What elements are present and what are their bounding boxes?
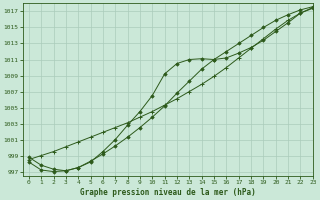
X-axis label: Graphe pression niveau de la mer (hPa): Graphe pression niveau de la mer (hPa) bbox=[80, 188, 256, 197]
